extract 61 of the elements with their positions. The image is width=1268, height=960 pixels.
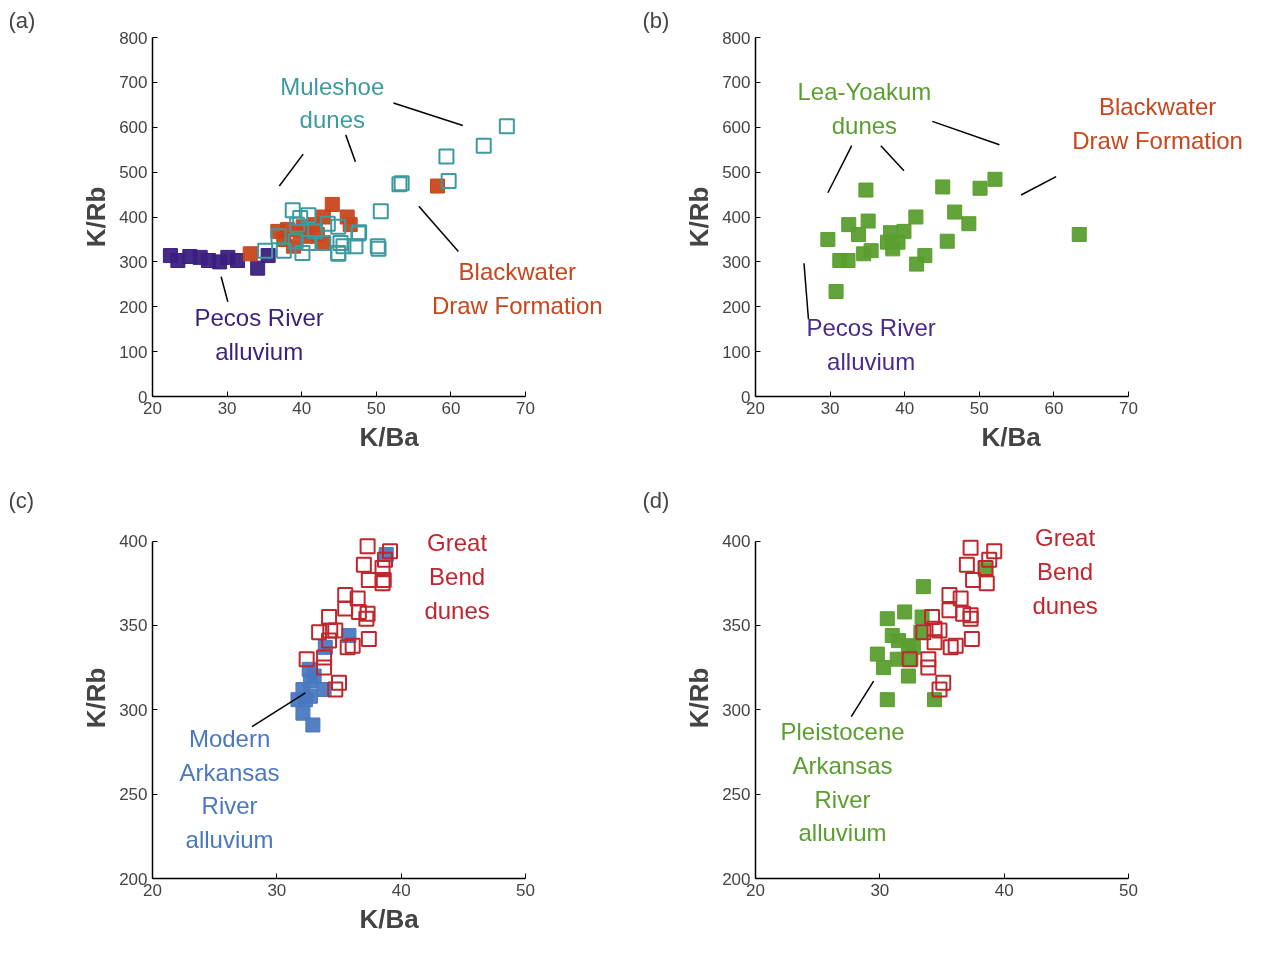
y-tick-label: 800	[119, 28, 148, 48]
series-label: Great Bend dunes	[1032, 524, 1098, 619]
x-tick-label: 40	[895, 398, 915, 418]
x-tick-label: 50	[969, 398, 989, 418]
y-axis-title: K/Rb	[684, 186, 715, 248]
series-label: Great Bend dunes	[424, 529, 490, 624]
y-tick-label: 200	[119, 297, 148, 317]
chart-title: (a)	[8, 7, 36, 33]
x-tick-label: 30	[267, 880, 287, 900]
y-tick-label: 400	[119, 532, 148, 552]
annotation: Pecos River alluvium	[806, 314, 936, 375]
y-tick-label: 300	[722, 700, 751, 720]
x-tick-label: 40	[391, 880, 411, 900]
y-tick-label: 250	[722, 785, 751, 805]
y-tick-label: 300	[119, 700, 148, 720]
series-label: Muleshoe dunes	[280, 72, 385, 134]
y-tick-label: 500	[119, 163, 148, 183]
chart-title: (b)	[642, 7, 670, 33]
x-tick-label: 50	[1119, 880, 1138, 900]
y-tick-label: 100	[722, 342, 751, 362]
y-tick-label: 350	[722, 616, 751, 636]
y-tick-label: 800	[722, 28, 751, 48]
y-tick-label: 100	[119, 342, 148, 362]
y-tick-label: 600	[722, 118, 751, 138]
x-tick-label: 60	[441, 398, 461, 418]
y-axis-title: K/Rb	[684, 667, 715, 729]
y-tick-label: 600	[119, 118, 148, 138]
x-axis-title: K/Ba	[359, 903, 420, 934]
x-tick-label: 50	[366, 398, 386, 418]
y-axis-title: K/Rb	[81, 667, 112, 729]
x-tick-label: 70	[1119, 398, 1138, 418]
x-axis-title: K/Ba	[981, 421, 1042, 452]
annotation: Blackwater Draw Formation	[1072, 92, 1243, 154]
y-tick-label: 400	[722, 208, 751, 227]
text: Blackwater Draw Formation	[431, 257, 603, 319]
y-tick-label: 700	[722, 73, 751, 93]
x-tick-label: 40	[292, 398, 312, 418]
y-tick-label: 700	[119, 73, 148, 93]
x-tick-label: 30	[820, 398, 840, 418]
x-tick-label: 30	[217, 398, 237, 418]
y-tick-label: 250	[119, 785, 148, 805]
chart-title: (c)	[8, 487, 35, 513]
y-tick-label: 400	[722, 532, 751, 552]
y-tick-label: 200	[722, 297, 751, 317]
y-tick-label: 500	[722, 163, 751, 183]
x-tick-label: 40	[994, 880, 1014, 900]
series-label: Pleistocene Arkansas River alluvium	[780, 718, 905, 847]
series-label: Pecos River alluvium	[194, 304, 324, 365]
y-tick-label: 300	[119, 252, 148, 272]
chart-title: (d)	[642, 487, 670, 513]
series-label: Lea-Yoakum dunes	[797, 78, 932, 140]
x-tick-label: 50	[516, 880, 535, 900]
x-tick-label: 30	[870, 880, 890, 900]
y-tick-label: 400	[119, 208, 148, 227]
y-tick-label: 350	[119, 616, 148, 636]
y-tick-label: 300	[722, 252, 751, 272]
x-axis-title: K/Ba	[359, 421, 420, 452]
series-label: Modern Arkansas River alluvium	[179, 724, 280, 854]
x-tick-label: 70	[516, 398, 535, 418]
x-tick-label: 60	[1044, 398, 1064, 418]
y-axis-title: K/Rb	[81, 186, 112, 248]
